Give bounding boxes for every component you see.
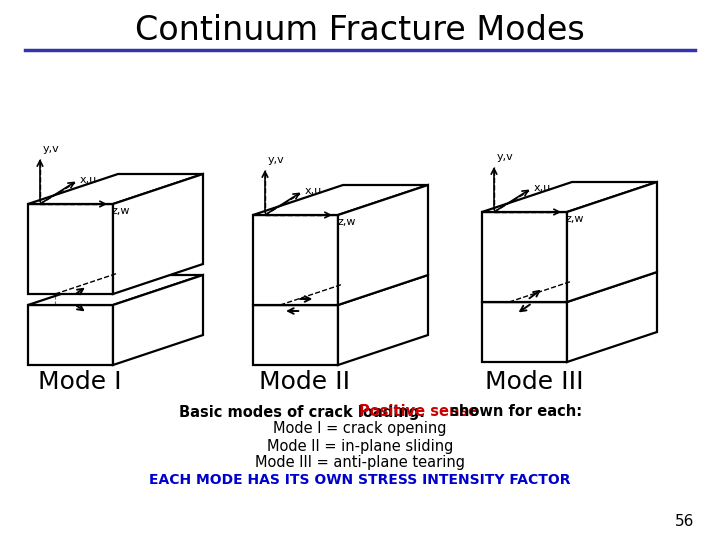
Polygon shape: [253, 275, 428, 305]
Text: Positive sense: Positive sense: [359, 404, 478, 420]
Text: shown for each:: shown for each:: [446, 404, 582, 420]
Polygon shape: [113, 275, 203, 365]
Text: z,w: z,w: [566, 214, 585, 224]
Text: y,v: y,v: [43, 144, 60, 154]
Text: Mode I = crack opening: Mode I = crack opening: [274, 422, 446, 436]
Text: Continuum Fracture Modes: Continuum Fracture Modes: [135, 14, 585, 46]
Polygon shape: [482, 212, 567, 302]
Polygon shape: [567, 182, 657, 302]
Text: y,v: y,v: [497, 152, 514, 162]
Text: Mode I: Mode I: [38, 370, 122, 394]
Text: EACH MODE HAS ITS OWN STRESS INTENSITY FACTOR: EACH MODE HAS ITS OWN STRESS INTENSITY F…: [149, 473, 571, 487]
Text: x,u: x,u: [534, 183, 552, 193]
Text: 56: 56: [675, 515, 695, 530]
Polygon shape: [567, 272, 657, 362]
Text: Basic modes of crack loading.: Basic modes of crack loading.: [179, 404, 430, 420]
Polygon shape: [28, 275, 203, 305]
Text: z,w: z,w: [337, 217, 356, 227]
Text: x,u: x,u: [80, 175, 97, 185]
Polygon shape: [113, 174, 203, 294]
Polygon shape: [28, 174, 203, 204]
Polygon shape: [338, 275, 428, 365]
Polygon shape: [482, 302, 567, 362]
Polygon shape: [338, 185, 428, 305]
Text: Mode II: Mode II: [259, 370, 351, 394]
Text: Mode II = in-plane sliding: Mode II = in-plane sliding: [267, 438, 453, 454]
Text: x,u: x,u: [305, 186, 323, 196]
Polygon shape: [28, 204, 113, 294]
Polygon shape: [253, 185, 428, 215]
Text: z,w: z,w: [112, 206, 130, 216]
Polygon shape: [482, 272, 657, 302]
Polygon shape: [28, 305, 113, 365]
Text: y,v: y,v: [268, 155, 284, 165]
Polygon shape: [253, 215, 338, 305]
Text: Mode III: Mode III: [485, 370, 583, 394]
Text: Mode III = anti-plane tearing: Mode III = anti-plane tearing: [255, 456, 465, 470]
Polygon shape: [482, 182, 657, 212]
Polygon shape: [253, 305, 338, 365]
